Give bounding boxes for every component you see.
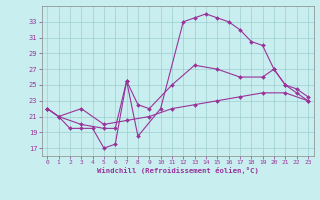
- X-axis label: Windchill (Refroidissement éolien,°C): Windchill (Refroidissement éolien,°C): [97, 167, 259, 174]
